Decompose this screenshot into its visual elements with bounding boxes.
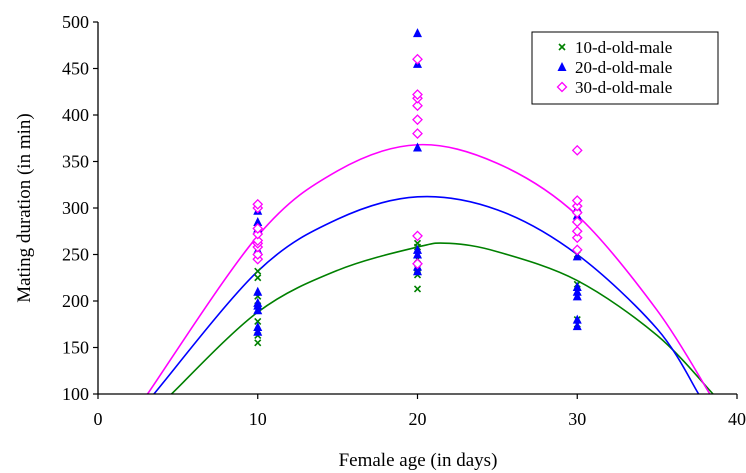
x-tick-label: 0 bbox=[94, 409, 103, 429]
data-point bbox=[254, 339, 262, 347]
x-tick-label: 30 bbox=[568, 409, 586, 429]
data-point bbox=[252, 235, 264, 246]
y-tick-label: 100 bbox=[62, 384, 89, 404]
legend-marker bbox=[557, 62, 567, 71]
data-point bbox=[413, 28, 422, 38]
data-point bbox=[412, 100, 423, 112]
data-point bbox=[412, 230, 423, 242]
data-point bbox=[252, 198, 264, 210]
data-point-stroke-b bbox=[254, 274, 262, 282]
data-point bbox=[253, 326, 263, 336]
y-tick-label: 500 bbox=[62, 12, 89, 32]
data-point bbox=[571, 195, 583, 206]
data-point-stroke-b bbox=[254, 267, 262, 275]
legend-marker bbox=[558, 43, 566, 51]
data-point bbox=[412, 89, 423, 100]
y-tick-label: 350 bbox=[62, 152, 89, 172]
data-point bbox=[413, 285, 422, 293]
data-point bbox=[572, 314, 582, 324]
data-point bbox=[412, 114, 423, 126]
legend-marker bbox=[556, 81, 568, 93]
data-point bbox=[252, 223, 264, 234]
data-point bbox=[413, 266, 422, 276]
data-point bbox=[571, 225, 583, 237]
data-point bbox=[253, 216, 263, 226]
y-tick-label: 250 bbox=[62, 245, 89, 265]
y-tick-label: 450 bbox=[62, 59, 89, 79]
trend-line-10-d-old-male bbox=[170, 242, 714, 395]
data-point bbox=[413, 142, 422, 152]
y-tick-label: 300 bbox=[62, 198, 89, 218]
data-point bbox=[413, 249, 422, 259]
data-point-stroke-b bbox=[413, 239, 422, 247]
data-point bbox=[253, 305, 263, 315]
legend-label: 10-d-old-male bbox=[575, 38, 672, 57]
data-point bbox=[413, 244, 422, 254]
data-point bbox=[252, 249, 264, 260]
data-point bbox=[254, 274, 262, 282]
data-point bbox=[412, 258, 423, 270]
data-point bbox=[572, 251, 582, 261]
y-tick-label: 200 bbox=[62, 291, 89, 311]
data-point-stroke-b bbox=[254, 317, 262, 326]
legend-marker-stroke-b bbox=[558, 43, 566, 51]
data-point-stroke-b bbox=[413, 285, 422, 293]
x-tick-label: 20 bbox=[409, 409, 427, 429]
trend-lines bbox=[146, 143, 714, 395]
data-point bbox=[412, 53, 423, 65]
data-point bbox=[571, 244, 583, 256]
x-axis-label: Female age (in days) bbox=[339, 450, 498, 471]
data-points bbox=[252, 28, 583, 347]
data-point bbox=[572, 321, 582, 331]
trend-line-20-d-old-male bbox=[153, 195, 700, 395]
legend-label: 30-d-old-male bbox=[575, 78, 672, 97]
data-point bbox=[572, 282, 582, 292]
data-point bbox=[571, 232, 583, 244]
axes bbox=[93, 21, 738, 399]
legend-label: 20-d-old-male bbox=[575, 58, 672, 77]
data-point bbox=[571, 200, 583, 212]
data-point bbox=[254, 317, 262, 326]
y-tick-label: 400 bbox=[62, 105, 89, 125]
data-point bbox=[252, 228, 264, 240]
x-tick-label: 10 bbox=[249, 409, 267, 429]
series-30-d-old-male bbox=[252, 53, 583, 270]
data-point bbox=[571, 207, 583, 219]
data-point bbox=[253, 286, 263, 296]
data-point bbox=[413, 239, 422, 247]
data-point bbox=[412, 128, 423, 140]
data-point bbox=[253, 322, 263, 332]
data-point bbox=[572, 286, 582, 296]
data-point bbox=[571, 216, 583, 228]
data-point-stroke-b bbox=[254, 339, 262, 347]
x-tick-label: 40 bbox=[728, 409, 746, 429]
data-point bbox=[254, 267, 262, 275]
data-point bbox=[572, 291, 582, 301]
data-point bbox=[571, 144, 583, 156]
y-tick-label: 150 bbox=[62, 338, 89, 358]
tick-labels: 100 150 200 250 300 350 400 450 500 0 10 20 30 40 bbox=[62, 12, 746, 429]
trend-line-30-d-old-male bbox=[146, 143, 711, 395]
data-point bbox=[253, 297, 263, 307]
y-axis-label: Mating duration (in min) bbox=[14, 113, 35, 302]
